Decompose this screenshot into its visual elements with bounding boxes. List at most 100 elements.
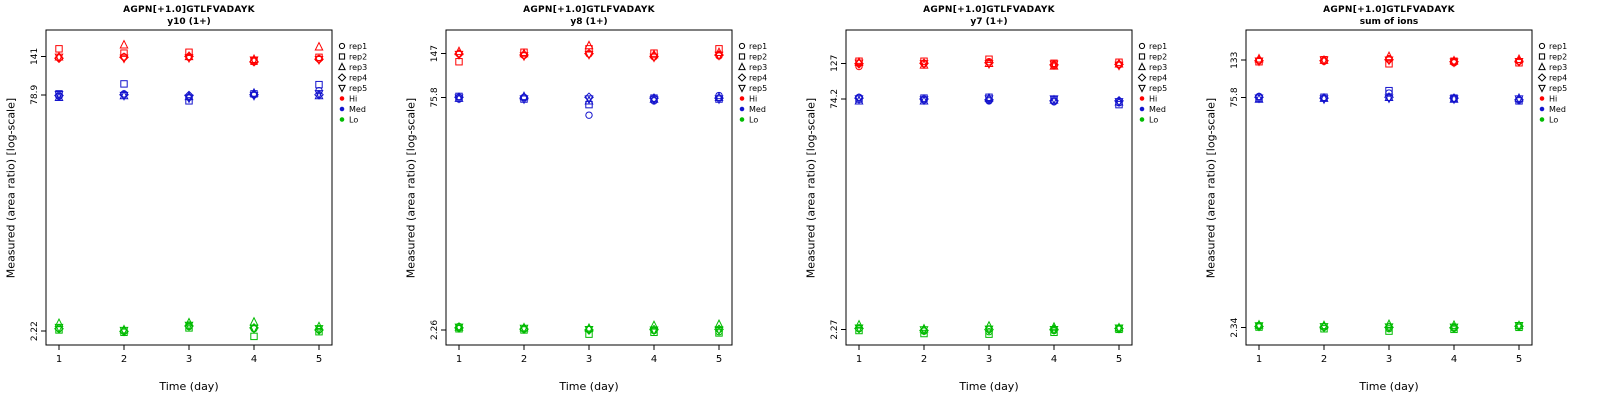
legend-label: Lo bbox=[349, 115, 358, 124]
data-point-lo bbox=[649, 320, 659, 330]
data-point-lo bbox=[714, 326, 724, 336]
legend-marker-rep1 bbox=[338, 42, 346, 50]
legend-label: rep3 bbox=[1149, 63, 1167, 72]
data-point-lo bbox=[454, 321, 464, 331]
data-point-lo bbox=[1514, 320, 1524, 330]
data-point-lo bbox=[984, 320, 994, 330]
legend-label: Med bbox=[1549, 105, 1566, 114]
data-point-med bbox=[1319, 95, 1329, 105]
data-point-lo bbox=[1114, 322, 1124, 332]
chart-subtitle: sum of ions bbox=[1359, 17, 1419, 27]
chart-subtitle: y8 (1+) bbox=[570, 17, 608, 27]
y-tick-label: 78.9 bbox=[30, 85, 40, 105]
data-point-hi bbox=[919, 60, 929, 70]
legend-marker-lo bbox=[739, 117, 745, 122]
x-axis-label: Time (day) bbox=[959, 380, 1019, 393]
data-point-hi bbox=[120, 49, 128, 57]
data-point-lo bbox=[54, 323, 64, 333]
data-point-hi bbox=[1114, 61, 1124, 71]
legend-label: Med bbox=[349, 105, 366, 114]
legend-label: rep3 bbox=[749, 63, 767, 72]
data-point-med bbox=[649, 96, 659, 106]
legend-label: rep2 bbox=[1549, 52, 1567, 61]
x-tick-label: 4 bbox=[251, 354, 257, 365]
legend-marker-rep1 bbox=[1538, 42, 1546, 50]
data-point-hi bbox=[314, 41, 324, 51]
data-point-lo bbox=[1114, 324, 1124, 334]
x-tick-label: 3 bbox=[186, 354, 192, 365]
legend-label: rep3 bbox=[1549, 63, 1567, 72]
x-tick-label: 1 bbox=[1256, 354, 1262, 365]
data-point-hi bbox=[584, 40, 594, 50]
chart-title: AGPN[+1.0]GTLFVADAYK bbox=[923, 5, 1055, 15]
legend-marker-rep2 bbox=[1138, 53, 1146, 60]
legend-marker-rep4 bbox=[337, 73, 347, 82]
chart-panel-y7: AGPN[+1.0]GTLFVADAYK y7 (1+) Measured (a… bbox=[800, 0, 1200, 400]
data-point-med bbox=[1049, 95, 1059, 106]
data-point-med bbox=[919, 96, 929, 106]
y-tick-label: 2.26 bbox=[430, 320, 440, 340]
data-point-hi bbox=[1514, 58, 1524, 68]
data-point-med bbox=[314, 90, 324, 100]
data-point-med bbox=[984, 95, 994, 105]
data-point-lo bbox=[854, 324, 864, 334]
legend-label: Hi bbox=[1149, 94, 1157, 103]
legend-marker-hi bbox=[739, 96, 745, 101]
data-point-lo bbox=[985, 330, 993, 338]
legend-marker-rep4 bbox=[1537, 73, 1547, 82]
legend-label: rep5 bbox=[1549, 84, 1567, 93]
legend-label: rep1 bbox=[1549, 42, 1567, 51]
data-point-med bbox=[1319, 92, 1329, 102]
data-point-lo bbox=[1050, 328, 1058, 337]
legend-marker-hi bbox=[1539, 96, 1545, 101]
legend-label: rep1 bbox=[349, 42, 367, 51]
data-point-med bbox=[1449, 95, 1459, 105]
data-point-lo bbox=[855, 326, 863, 335]
data-point-hi bbox=[249, 56, 259, 67]
data-point-med bbox=[1514, 95, 1524, 105]
data-point-lo bbox=[314, 325, 324, 335]
legend-marker-rep3 bbox=[1138, 62, 1146, 71]
x-tick-label: 3 bbox=[586, 354, 592, 365]
x-axis-label: Time (day) bbox=[159, 380, 219, 393]
legend-label: rep5 bbox=[1149, 84, 1167, 93]
data-point-lo bbox=[184, 321, 194, 331]
data-point-med bbox=[184, 90, 194, 101]
data-point-med bbox=[714, 91, 724, 101]
legend-marker-rep5 bbox=[738, 84, 746, 93]
data-point-lo bbox=[714, 319, 724, 329]
data-point-hi bbox=[184, 54, 194, 64]
data-point-lo bbox=[185, 324, 193, 332]
x-tick-label: 5 bbox=[316, 354, 322, 365]
x-tick-label: 2 bbox=[121, 354, 127, 365]
legend-marker-rep4 bbox=[1137, 73, 1147, 82]
data-point-med bbox=[454, 94, 464, 104]
data-point-lo bbox=[919, 326, 929, 336]
data-point-lo bbox=[519, 324, 529, 334]
y-tick-label: 141 bbox=[30, 48, 40, 65]
data-point-hi bbox=[185, 48, 193, 56]
legend-label: Hi bbox=[1549, 94, 1557, 103]
data-point-hi bbox=[1049, 60, 1059, 70]
legend-marker-rep2 bbox=[1538, 53, 1546, 60]
x-tick-label: 5 bbox=[1516, 354, 1522, 365]
legend-marker-rep1 bbox=[738, 42, 746, 50]
data-point-med bbox=[119, 91, 129, 101]
y-tick-label: 2.34 bbox=[1230, 317, 1240, 337]
y-tick-label: 133 bbox=[1230, 52, 1240, 69]
y-tick-label: 2.22 bbox=[30, 321, 40, 341]
legend-marker-rep3 bbox=[1538, 62, 1546, 71]
data-point-med bbox=[1254, 94, 1264, 104]
legend-marker-rep3 bbox=[338, 62, 346, 71]
data-point-hi bbox=[1385, 60, 1393, 68]
y-tick-label: 74.2 bbox=[830, 89, 840, 109]
chart-title: AGPN[+1.0]GTLFVADAYK bbox=[523, 5, 655, 15]
data-point-med bbox=[854, 95, 864, 105]
y-tick-label: 75.8 bbox=[430, 87, 440, 107]
x-tick-label: 5 bbox=[1116, 354, 1122, 365]
data-point-hi bbox=[314, 56, 324, 66]
data-point-hi bbox=[454, 50, 464, 60]
